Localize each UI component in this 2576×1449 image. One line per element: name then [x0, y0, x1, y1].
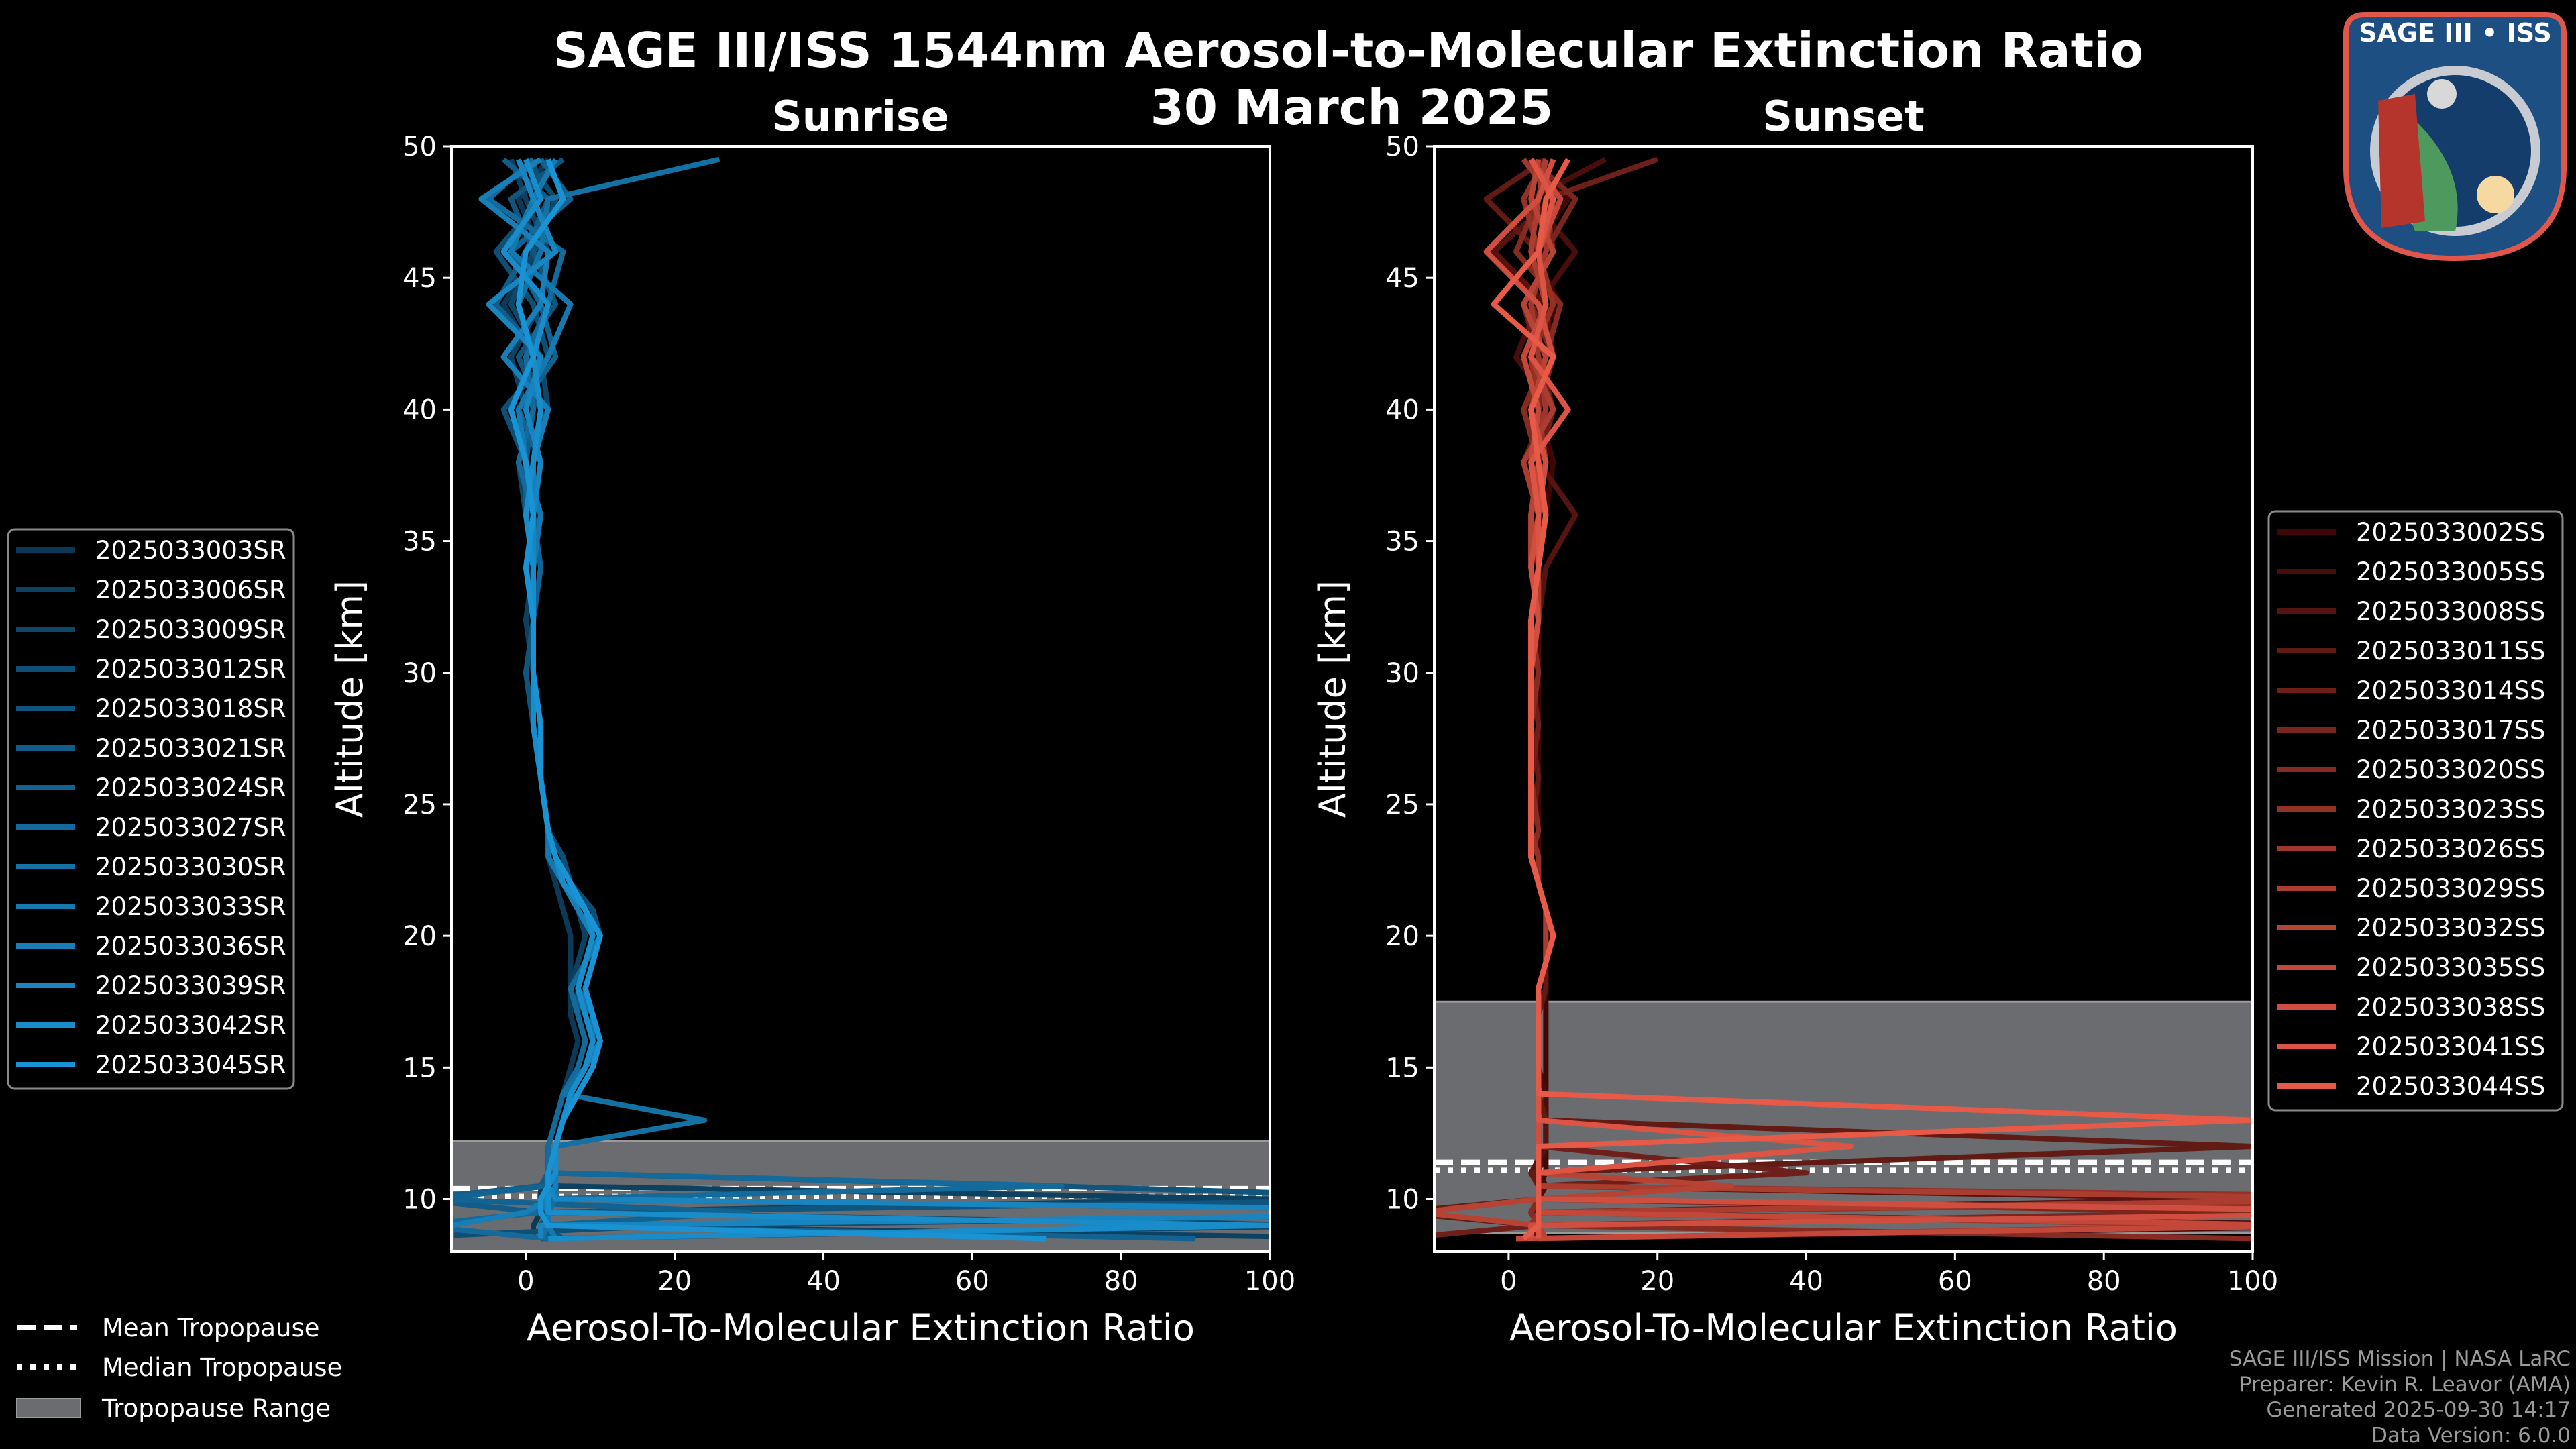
legend-label: 2025033020SS [2356, 755, 2545, 784]
sage-iii-iss-logo: SAGE III • ISS [2343, 12, 2567, 262]
y-axis-label: Altitude [km] [1311, 580, 1354, 818]
axes-frame [1433, 145, 2254, 1253]
y-tick-label: 25 [1385, 790, 1419, 820]
x-axis-label: Aerosol-To-Molecular Extinction Ratio [527, 1307, 1195, 1349]
series-lines [451, 156, 1270, 1242]
legend-label: 2025033030SR [95, 853, 286, 881]
profile-line-2025033042SR [500, 158, 1270, 1242]
y-tick-label: 45 [1385, 263, 1419, 294]
figure-title: SAGE III/ISS 1544nm Aerosol-to-Molecular… [553, 22, 2143, 78]
series-legend-box [2267, 510, 2564, 1112]
sunrise-panel: Sunrise 2025033003SR 2025033006SR 202503300… [7, 92, 1295, 1349]
figure-date: 30 March 2025 [1150, 79, 1553, 136]
footer-preparer: Preparer: Kevin R. Leavor (AMA) [2239, 1373, 2571, 1397]
mean-tropopause-label: Mean Tropopause [102, 1313, 320, 1342]
x-tick-label: 100 [1244, 1266, 1295, 1297]
legend-label: 2025033009SR [95, 615, 286, 644]
legend-label: 2025033017SS [2356, 716, 2545, 745]
x-tick-label: 20 [1640, 1266, 1674, 1297]
legend-label: 2025033041SS [2356, 1032, 2545, 1061]
legend-label: 2025033035SS [2356, 953, 2545, 982]
y-tick-label: 40 [402, 394, 437, 425]
legend-label: 2025033039SR [95, 971, 286, 1000]
y-tick-label: 40 [1385, 394, 1419, 425]
y-axis-label: Altitude [km] [329, 580, 371, 818]
legend-label: 2025033018SR [95, 694, 286, 723]
legend-label: 2025033012SR [95, 655, 286, 684]
legend-label: 2025033011SS [2356, 637, 2545, 665]
legend-label: 2025033006SR [95, 576, 286, 604]
y-tick-label: 20 [402, 921, 437, 952]
y-tick-label: 30 [402, 658, 437, 689]
x-axis-label: Aerosol-To-Molecular Extinction Ratio [1509, 1307, 2178, 1349]
y-tick-label: 35 [1385, 527, 1419, 557]
y-tick-label: 35 [402, 527, 437, 557]
panel-title: Sunrise [772, 92, 949, 141]
x-tick-label: 60 [955, 1266, 989, 1297]
footer-credits: SAGE III/ISS Mission | NASA LaRC Prepare… [2229, 1347, 2571, 1448]
x-tick-label: 60 [1938, 1266, 1972, 1297]
x-tick-label: 100 [2227, 1266, 2278, 1297]
legend-label: 2025033023SS [2356, 795, 2545, 824]
legend-label: 2025033008SS [2356, 597, 2545, 626]
x-tick-label: 0 [517, 1266, 534, 1297]
x-tick-label: 20 [657, 1266, 692, 1297]
footer-generated: Generated 2025-09-30 14:17 [2266, 1398, 2571, 1422]
logo-text: SAGE III • ISS [2359, 18, 2552, 48]
y-tick-label: 45 [402, 263, 437, 294]
legend-label: 2025033038SS [2356, 993, 2545, 1022]
profile-line-2025033044SS [1491, 158, 2253, 1241]
x-tick-label: 80 [2087, 1266, 2121, 1297]
panel-title: Sunset [1762, 92, 1925, 141]
y-tick-label: 15 [402, 1053, 437, 1083]
y-tick-label: 25 [402, 790, 437, 820]
legend-label: 2025033002SS [2356, 518, 2545, 547]
y-tick-label: 10 [402, 1185, 437, 1216]
x-tick-label: 80 [1104, 1266, 1138, 1297]
legend-label: 2025033044SS [2356, 1072, 2545, 1101]
legend-label: 2025033021SR [95, 734, 286, 763]
y-tick-label: 20 [1385, 921, 1419, 952]
x-tick-label: 0 [1500, 1266, 1517, 1297]
legend-label: 2025033003SR [95, 536, 286, 565]
y-tick-label: 15 [1385, 1053, 1419, 1083]
legend-label: 2025033026SS [2356, 835, 2545, 863]
legend-label: 2025033036SR [95, 932, 286, 961]
y-tick-label: 30 [1385, 658, 1419, 689]
series-lines [1434, 156, 2253, 1242]
legend-label: 2025033033SR [95, 892, 286, 921]
y-tick-label: 50 [402, 131, 437, 162]
tropopause-range-label: Tropopause Range [101, 1394, 331, 1423]
y-tick-label: 10 [1385, 1185, 1419, 1216]
legend-label: 2025033029SS [2356, 874, 2545, 903]
legend-label: 2025033024SR [95, 773, 286, 802]
legend-label: 2025033032SS [2356, 914, 2545, 943]
median-tropopause-label: Median Tropopause [102, 1353, 342, 1382]
tropopause-legend: Mean Tropopause Median Tropopause Tropop… [16, 1313, 342, 1423]
legend-label: 2025033045SR [95, 1051, 286, 1079]
legend-label: 2025033005SS [2356, 557, 2545, 586]
y-tick-label: 50 [1385, 131, 1419, 162]
footer-mission: SAGE III/ISS Mission | NASA LaRC [2229, 1347, 2571, 1371]
tropopause-range-swatch [16, 1398, 81, 1418]
series-legend-box [7, 528, 295, 1090]
footer-version: Data Version: 6.0.0 [2371, 1424, 2571, 1448]
x-tick-label: 40 [1789, 1266, 1823, 1297]
legend-label: 2025033014SS [2356, 676, 2545, 705]
x-tick-label: 40 [806, 1266, 841, 1297]
legend-label: 2025033042SR [95, 1011, 286, 1040]
sunset-panel: Sunset 2025033002SS 2025033005SS 2025033008… [1311, 92, 2564, 1349]
profile-line-2025033045SR [508, 158, 1047, 1242]
legend-label: 2025033027SR [95, 813, 286, 842]
axes-frame [450, 145, 1271, 1253]
